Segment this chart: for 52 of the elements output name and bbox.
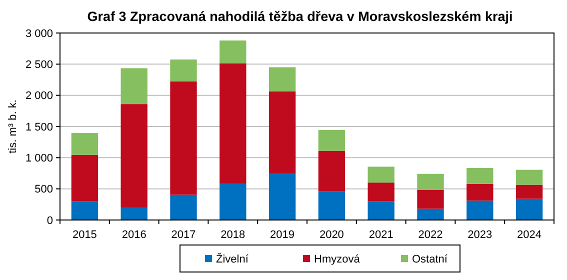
bar: [516, 184, 543, 199]
bar: [318, 191, 346, 220]
bar: [170, 59, 197, 82]
x-tick-label: 2018: [220, 229, 246, 241]
bar: [268, 174, 296, 220]
x-tick-label: 2016: [122, 229, 146, 241]
bar: [71, 154, 98, 202]
bar: [220, 184, 246, 220]
bar: [220, 63, 246, 184]
bar: [318, 150, 346, 192]
bar: [417, 208, 444, 220]
bar: [368, 166, 394, 183]
y-tick-label: 1 500: [25, 121, 53, 134]
bar: [170, 194, 197, 220]
y-tick-label: 2 500: [25, 59, 53, 72]
bar: [417, 190, 444, 209]
y-axis-title: tis. m³ b. k.: [7, 100, 19, 154]
bar: [368, 182, 394, 202]
bar: [220, 40, 246, 64]
x-tick-label: 2015: [72, 229, 97, 241]
bar: [417, 174, 444, 190]
y-tick-label: 0: [46, 214, 53, 227]
bar: [466, 168, 494, 184]
bar: [268, 67, 296, 92]
bar: [466, 200, 494, 220]
y-tick-label: 2 000: [25, 90, 53, 102]
legend-label: Hmyzová: [314, 254, 361, 266]
bar: [120, 68, 148, 104]
x-tick-label: 2022: [418, 229, 443, 241]
legend-label: Ostatní: [412, 254, 448, 266]
bar: [268, 91, 296, 174]
x-tick-label: 2021: [368, 229, 394, 241]
bar: [516, 170, 543, 185]
x-tick-label: 2019: [270, 229, 295, 241]
bar: [71, 201, 98, 220]
x-tick-label: 2023: [468, 229, 492, 241]
bar: [368, 201, 394, 220]
chart-title: Graf 3 Zpracovaná nahodilá těžba dřeva v Moravskoslezském kraji: [87, 9, 513, 24]
bar: [120, 104, 148, 208]
bar: [120, 208, 148, 220]
bar: [516, 198, 543, 220]
x-tick-label: 2017: [171, 229, 196, 241]
x-tick-label: 2024: [517, 229, 542, 241]
legend-label: Živelní: [216, 252, 250, 266]
bar: [71, 133, 98, 155]
y-tick-label: 500: [34, 184, 53, 196]
bar: [318, 130, 346, 151]
bar: [466, 184, 494, 201]
x-tick-label: 2020: [319, 229, 344, 241]
y-tick-label: 1 000: [25, 152, 53, 165]
bar: [170, 81, 197, 195]
y-tick-label: 3 000: [25, 28, 53, 40]
